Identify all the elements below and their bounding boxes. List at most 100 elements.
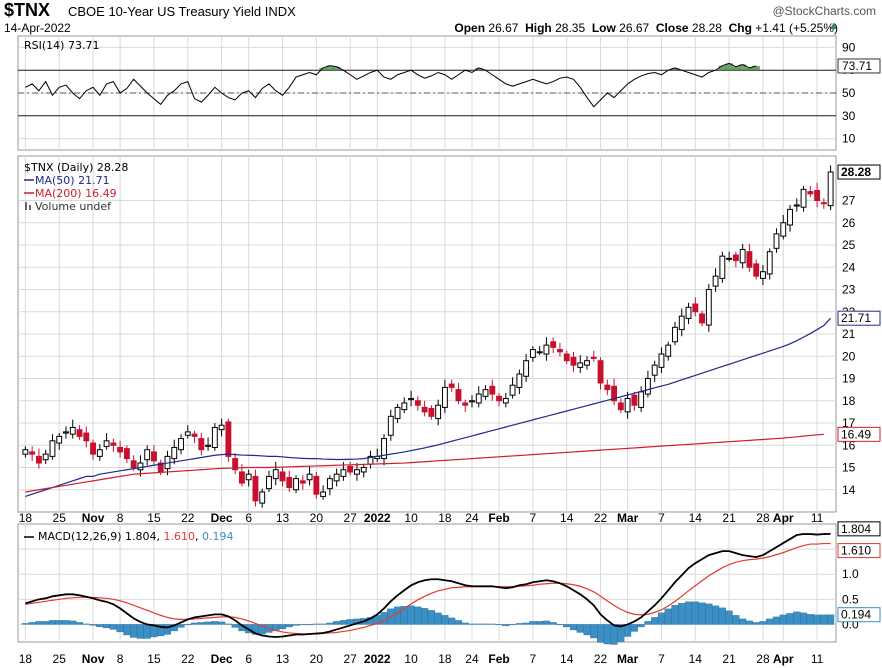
macd-histogram-bar <box>224 623 232 625</box>
close-label: Close <box>655 21 689 35</box>
candle-body <box>144 449 151 461</box>
macd-histogram-bar <box>394 606 402 625</box>
candle-body <box>719 255 726 279</box>
price-legend: $TNX (Daily) 28.28 <box>24 161 128 174</box>
x-axis-macd: 18 25 Nov 8 15 22 Dec 6 13 20 27 2022 10 18 24 Feb 7 14 22… <box>19 652 824 666</box>
open-label: Open <box>454 21 486 35</box>
macd-histogram-bar <box>55 620 63 625</box>
chg-value: +1.41 (+5.25%) <box>755 21 838 35</box>
up-arrow-icon: ▲ <box>828 20 839 32</box>
candle-body <box>820 202 827 205</box>
candle-body <box>617 402 624 411</box>
candle-body <box>550 341 557 348</box>
volume-legend-icon <box>25 202 27 210</box>
candle-body <box>428 408 435 417</box>
candle-body <box>381 438 387 460</box>
candle-body <box>340 469 347 477</box>
macd-histogram-bar <box>299 624 307 626</box>
candle-body <box>624 398 631 413</box>
macd-histogram-bar <box>509 624 517 626</box>
candle-body <box>232 458 239 471</box>
macd-histogram-bar <box>427 610 435 625</box>
candle-body <box>326 478 333 490</box>
candle-body <box>401 402 408 411</box>
candle-body <box>557 349 563 353</box>
macd-ytick-label: 1.0 <box>842 567 859 581</box>
x-tick-label: 25 <box>53 511 67 525</box>
macd-histogram-bar <box>184 624 192 626</box>
candle-body <box>435 404 442 420</box>
candle-body <box>96 449 103 457</box>
macd-histogram-bar <box>130 624 138 638</box>
candle-body <box>516 373 523 388</box>
price-panel: 272625242322212019181716151428.2821.7116… <box>17 155 881 513</box>
candle-body <box>137 462 144 471</box>
macd-histogram-bar <box>779 614 787 625</box>
macd-histogram-bar <box>718 607 726 625</box>
x-tick-label: 14 <box>560 652 574 666</box>
candle-body <box>205 444 212 447</box>
macd-histogram-bar <box>136 624 144 639</box>
credit-text[interactable]: @StockCharts.com <box>772 4 876 18</box>
macd-histogram-bar <box>285 624 293 628</box>
candle-body <box>29 451 36 455</box>
macd-histogram-bar <box>204 621 212 625</box>
macd-histogram-bar <box>346 619 354 625</box>
macd-histogram-bar <box>678 603 686 625</box>
candle-body <box>712 275 719 287</box>
macd-legend: MACD(12,26,9) 1.804, 1.610, 0.194 <box>38 530 234 543</box>
macd-histogram-bar <box>292 624 300 626</box>
price-ytick-label: 20 <box>842 349 856 363</box>
candle-body <box>787 208 793 226</box>
macd-line <box>25 532 831 638</box>
candle-body <box>49 440 56 457</box>
x-tick-label: 7 <box>530 652 537 666</box>
macd-histogram-bar <box>827 614 835 625</box>
candle-body <box>482 389 489 397</box>
macd-histogram-bar <box>813 614 821 625</box>
macd-histogram-bar <box>549 622 557 625</box>
macd-histogram-bar <box>434 612 442 625</box>
ma200-legend: MA(200) 16.49 <box>35 187 117 200</box>
signal-last-value: 1.610 <box>841 544 871 558</box>
rsi-line <box>25 62 757 108</box>
macd-histogram-bar <box>62 620 70 625</box>
candle-body <box>780 222 787 237</box>
x-tick-label: 8 <box>117 511 124 525</box>
candle-body <box>76 429 83 437</box>
macd-histogram-bar <box>454 620 462 625</box>
macd-histogram-bar <box>786 613 794 625</box>
price-last-close-box <box>837 164 881 180</box>
candle-body <box>421 406 428 413</box>
candle-body <box>171 446 178 460</box>
candle-body <box>800 188 807 208</box>
candle-body <box>570 356 577 366</box>
volume-legend-icon <box>29 205 31 210</box>
open-value: 26.67 <box>488 21 519 35</box>
x-tick-label: 10 <box>404 652 418 666</box>
candle-body <box>509 384 516 396</box>
candle-body <box>408 398 415 401</box>
ma50-last-value: 21.71 <box>841 311 871 325</box>
candle-body <box>63 431 69 434</box>
macd-histogram-bar <box>116 624 124 633</box>
macd-histogram-bar <box>170 624 178 632</box>
instrument-name: CBOE 10-Year US Treasury Yield INDX <box>68 4 296 19</box>
candle-body <box>705 289 712 326</box>
macd-histogram-bar <box>333 621 341 625</box>
price-ytick-label: 25 <box>842 238 856 252</box>
candle-body <box>462 402 469 406</box>
macd-histogram-bar <box>732 615 740 625</box>
x-tick-label: 24 <box>465 511 479 525</box>
close-value: 28.28 <box>691 21 722 35</box>
macd-ytick-label: 0.5 <box>842 592 859 606</box>
price-ytick-label: 17 <box>842 416 856 430</box>
macd-histogram-bar <box>752 622 760 625</box>
macd-histogram-bar <box>644 621 652 625</box>
macd-histogram-bar <box>28 622 36 625</box>
candle-body <box>178 438 184 451</box>
price-ytick-label: 14 <box>842 483 856 497</box>
rsi-ytick-label: 30 <box>842 109 856 123</box>
price-ytick-label: 26 <box>842 216 856 230</box>
